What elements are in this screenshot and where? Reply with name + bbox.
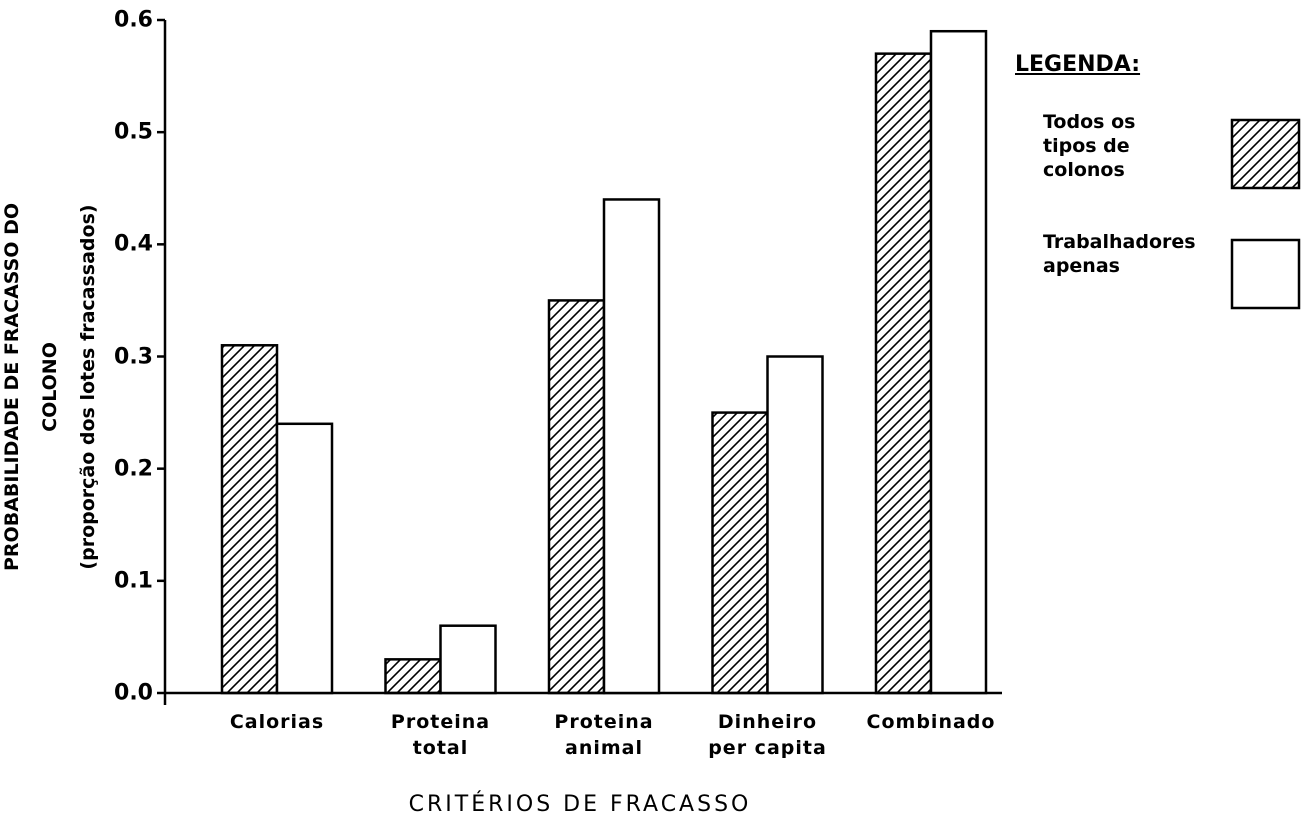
y-tick-label: 0.6 xyxy=(114,7,153,33)
y-tick-label: 0.0 xyxy=(114,680,153,706)
y-tick-label: 0.2 xyxy=(114,456,153,482)
legend-title: LEGENDA: xyxy=(1015,52,1141,77)
y-tick-label: 0.5 xyxy=(114,119,153,145)
y-tick-label: 0.4 xyxy=(114,231,153,257)
bar xyxy=(929,29,988,695)
legend-swatch xyxy=(1230,118,1301,190)
bar xyxy=(874,52,933,695)
x-tick-label: Calorias xyxy=(229,711,325,733)
bar xyxy=(384,658,442,695)
x-tick-label: Combinado xyxy=(866,711,996,733)
bar xyxy=(439,624,497,695)
y-tick-label: 0.3 xyxy=(114,344,153,369)
bar xyxy=(275,422,334,695)
x-tick-label: Dinheiro per capita xyxy=(708,711,827,759)
x-tick-label: Proteina animal xyxy=(554,711,654,759)
bar xyxy=(602,198,661,695)
legend-swatch xyxy=(1230,238,1301,310)
x-axis-label: CRITÉRIOS DE FRACASSO xyxy=(408,792,752,817)
legend-label: Trabalhadores apenas xyxy=(1043,231,1196,277)
bar xyxy=(547,299,606,695)
y-tick-label: 0.1 xyxy=(114,568,153,594)
bar xyxy=(711,411,769,695)
legend-label: Todos os tipos de colonos xyxy=(1043,111,1136,181)
bar xyxy=(766,355,824,695)
bar xyxy=(220,344,279,695)
x-tick-label: Proteina total xyxy=(390,711,491,759)
